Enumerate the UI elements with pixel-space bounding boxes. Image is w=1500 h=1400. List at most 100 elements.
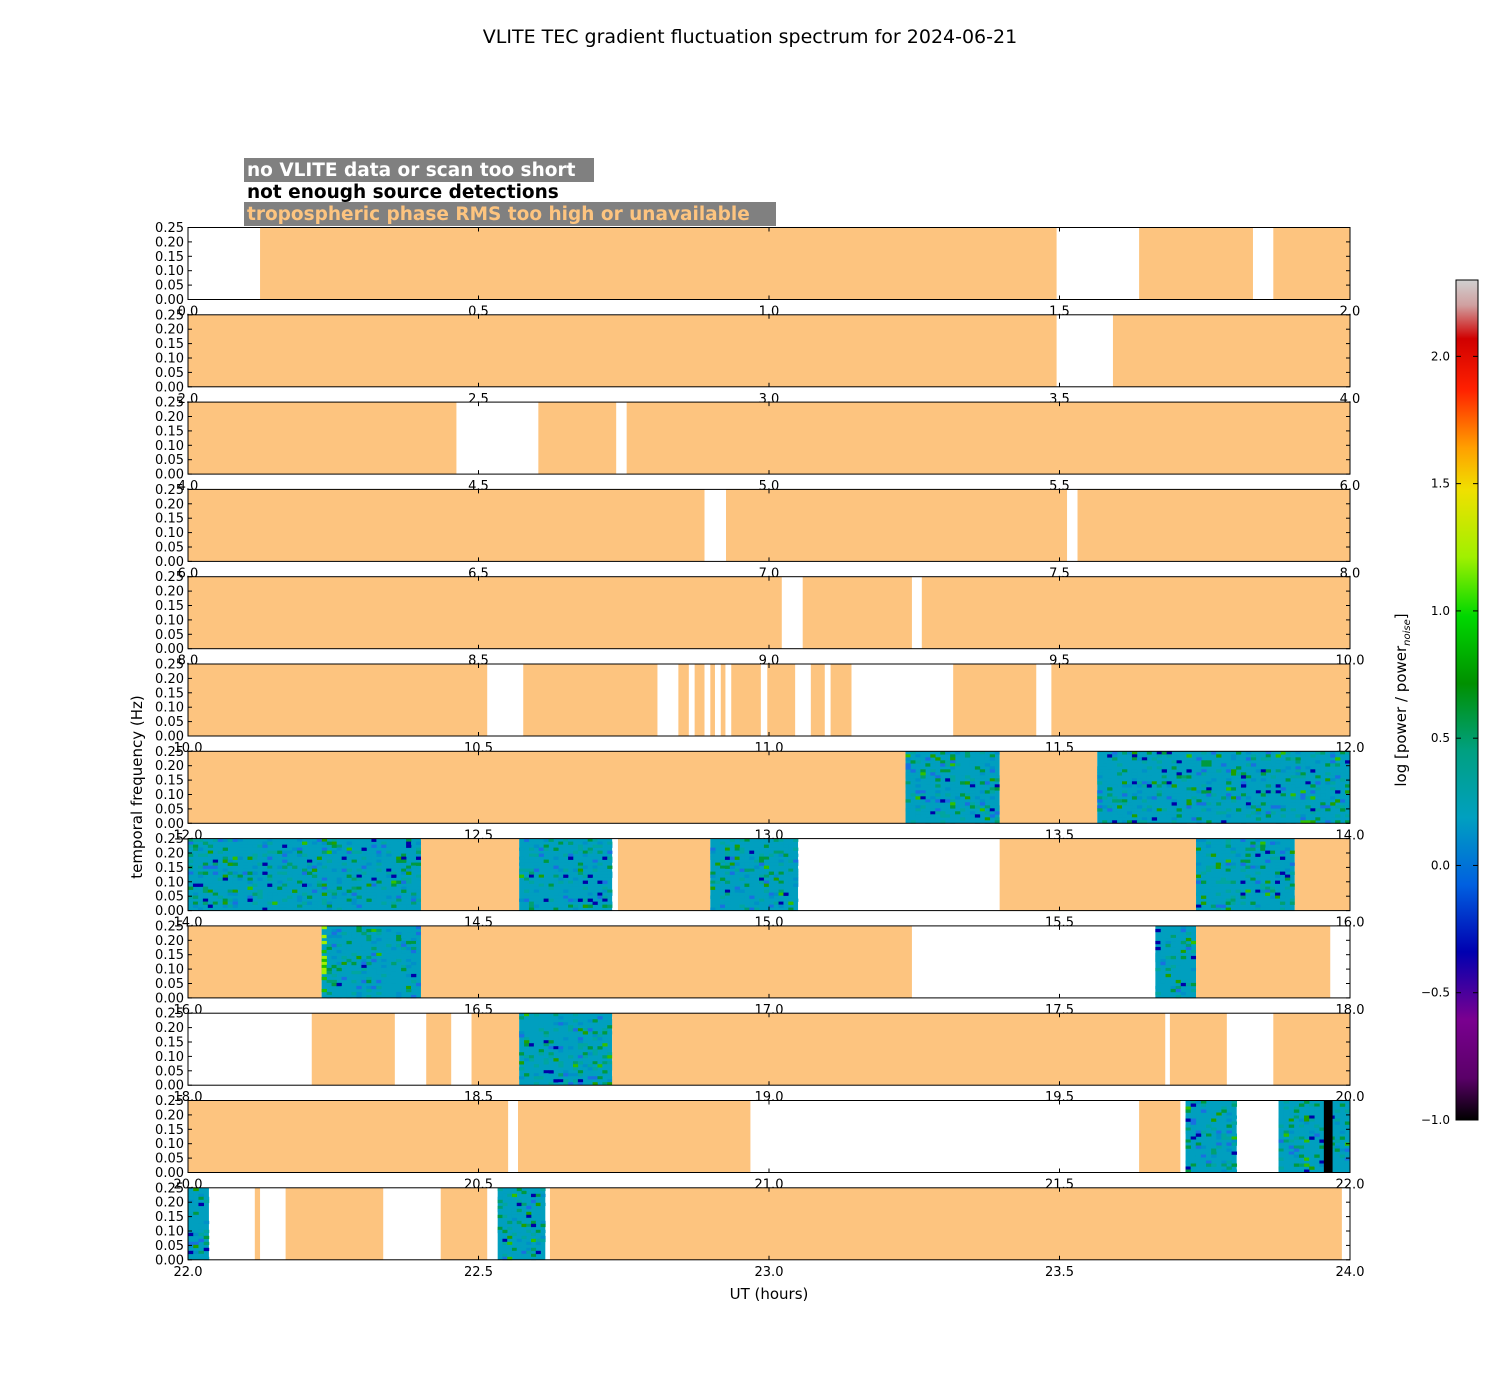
spectrum-cell	[1160, 961, 1166, 966]
spectrum-cell	[232, 892, 238, 896]
spectrum-cell	[376, 931, 382, 936]
spectrum-cell	[1275, 850, 1281, 854]
spectrum-cell	[1226, 769, 1232, 773]
spectrum-cell	[511, 1217, 518, 1222]
spectrum-cell	[1270, 886, 1276, 890]
spectrum-cell	[282, 865, 288, 869]
spectrum-cell	[1284, 877, 1291, 881]
spectrum-segment	[1278, 1100, 1351, 1173]
spectrum-cell	[507, 1199, 513, 1204]
spectrum-cell	[381, 979, 387, 984]
spectrum-cell	[1309, 1136, 1315, 1140]
spectrum-cell	[257, 889, 263, 893]
spectrum-cell	[582, 904, 588, 908]
spectrum-cell	[1280, 760, 1286, 764]
flagged-segment	[518, 1100, 751, 1173]
spectrum-cell	[533, 862, 540, 866]
spectrum-cell	[524, 1058, 530, 1062]
y-tick-label: 0.10	[155, 1225, 184, 1240]
spectrum-cell	[905, 772, 911, 776]
spectrum-cell	[1220, 871, 1226, 875]
spectrum-cell	[1265, 886, 1271, 890]
spectrum-cell	[207, 859, 214, 863]
spectrum-cell	[535, 1241, 541, 1246]
spectrum-cell	[1205, 865, 1212, 869]
flagged-segment	[710, 664, 715, 736]
spectrum-cell	[1235, 901, 1241, 905]
spectrum-cell	[1221, 1106, 1227, 1110]
spectrum-cell	[1216, 1160, 1222, 1164]
spectrum-cell	[1298, 1124, 1305, 1128]
spectrum-cell	[376, 868, 382, 872]
spectrum-cell	[351, 952, 357, 957]
spectrum-cell	[587, 838, 593, 842]
spectrum-cell	[558, 841, 564, 845]
spectrum-cell	[331, 880, 338, 884]
spectrum-cell	[351, 970, 357, 975]
spectrum-cell	[582, 1025, 588, 1029]
spectrum-cell	[1151, 817, 1158, 821]
spectrum-cell	[558, 850, 564, 854]
spectrum-cell	[1245, 796, 1252, 800]
spectrum-cell	[1097, 790, 1103, 794]
spectrum-cell	[237, 877, 243, 881]
spectrum-cell	[739, 904, 745, 908]
spectrum-cell	[1165, 970, 1171, 975]
spectrum-cell	[1260, 856, 1266, 860]
spectrum-cell	[597, 880, 603, 884]
spectrum-cell	[386, 934, 392, 939]
flagged-segment	[1196, 925, 1331, 998]
spectrum-cell	[326, 949, 332, 954]
spectrum-cell	[1275, 880, 1281, 884]
spectrum-cell	[1230, 898, 1236, 902]
spectrum-cell	[1236, 796, 1242, 800]
spectrum-cell	[535, 1232, 541, 1237]
spectrum-cell	[1171, 754, 1177, 758]
spectrum-cell	[1165, 940, 1171, 945]
spectrum-cell	[710, 886, 716, 890]
spectrum-cell	[1190, 1112, 1197, 1116]
spectrum-cell	[602, 904, 608, 908]
spectrum-cell	[326, 991, 332, 996]
spectrum-cell	[563, 868, 569, 872]
spectrum-cell	[543, 898, 549, 902]
spectrum-cell	[1309, 1160, 1315, 1164]
spectrum-cell	[386, 970, 392, 975]
spectrum-cell	[974, 796, 981, 800]
spectrum-cell	[1275, 862, 1281, 866]
spectrum-cell	[1295, 769, 1301, 773]
spectrum-cell	[538, 1049, 544, 1053]
spectrum-cell	[778, 838, 784, 842]
spectrum-cell	[910, 769, 916, 773]
spectrum-cell	[1107, 808, 1113, 812]
spectrum-cell	[1220, 865, 1226, 869]
spectrum-cell	[974, 766, 981, 770]
spectrum-cell	[788, 880, 794, 884]
spectrum-cell	[1205, 889, 1212, 893]
spectrum-cell	[381, 955, 387, 960]
spectrum-cell	[715, 880, 721, 884]
spectrum-cell	[558, 1049, 564, 1053]
spectrum-cell	[192, 883, 199, 887]
spectrum-cell	[524, 868, 530, 872]
spectrum-cell	[749, 874, 755, 878]
spectrum-cell	[391, 889, 397, 893]
spectrum-cell	[582, 1067, 588, 1071]
spectrum-cell	[969, 805, 976, 809]
spectrum-cell	[411, 901, 417, 905]
spectrum-cell	[1231, 772, 1237, 776]
flagged-segment	[1273, 227, 1350, 300]
spectrum-cell	[1245, 853, 1251, 857]
spectrum-cell	[1131, 796, 1138, 800]
spectrum-cell	[1231, 793, 1237, 797]
spectrum-cell	[272, 874, 278, 878]
spectrum-cell	[528, 1043, 535, 1047]
spectrum-cell	[311, 904, 318, 908]
spectrum-cell	[1205, 841, 1212, 845]
spectrum-cell	[720, 877, 726, 881]
spectrum-cell	[371, 979, 377, 984]
spectrum-cell	[582, 874, 588, 878]
spectrum-cell	[1151, 796, 1158, 800]
spectrum-cell	[773, 880, 779, 884]
spectrum-cell	[242, 847, 248, 851]
